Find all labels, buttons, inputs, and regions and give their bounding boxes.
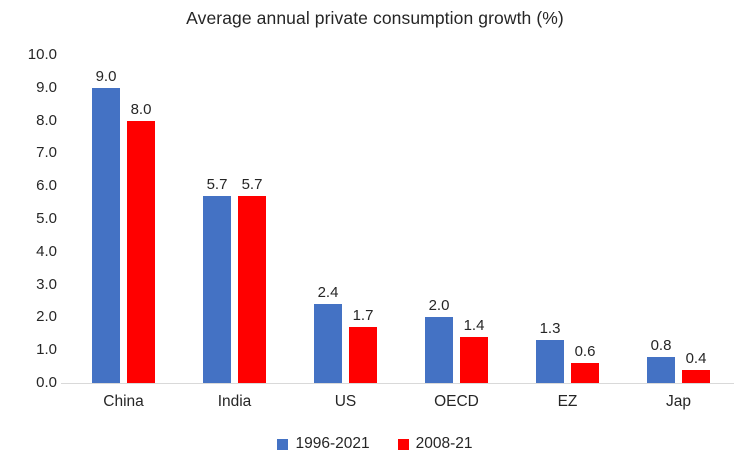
bar-wrap: 2.0 bbox=[425, 297, 453, 383]
bar-1996-2021-jap bbox=[647, 356, 675, 383]
bar-wrap: 0.4 bbox=[682, 350, 710, 383]
x-tick-label-jap: Jap bbox=[666, 393, 691, 410]
bar-2008-21-oecd bbox=[460, 337, 488, 383]
data-label: 2.4 bbox=[317, 284, 339, 302]
y-axis: 0.0 1.0 2.0 3.0 4.0 5.0 6.0 7.0 8.0 9.0 10.0 bbox=[0, 0, 57, 474]
x-tick-label-us: US bbox=[334, 393, 357, 410]
bar-1996-2021-oecd bbox=[425, 317, 453, 383]
y-tick-label: 0.0 bbox=[36, 374, 57, 391]
bar-group-jap: 0.8 0.4 bbox=[623, 337, 734, 383]
data-label: 5.7 bbox=[241, 176, 263, 194]
bar-2008-21-ez bbox=[571, 363, 599, 383]
bar-2008-21-china bbox=[127, 120, 155, 383]
legend-item-1996-2021: 1996-2021 bbox=[277, 435, 370, 453]
data-label: 9.0 bbox=[95, 67, 117, 85]
bar-wrap: 1.4 bbox=[460, 317, 488, 383]
bar-wrap: 0.8 bbox=[647, 337, 675, 383]
legend: 1996-2021 2008-21 bbox=[0, 435, 750, 453]
bar-group-oecd: 2.0 1.4 bbox=[401, 297, 512, 383]
x-tick-label-india: India bbox=[217, 393, 252, 410]
data-label: 1.7 bbox=[352, 307, 374, 325]
bar-2008-21-us bbox=[349, 327, 377, 383]
bar-wrap: 0.6 bbox=[571, 343, 599, 383]
y-tick-label: 9.0 bbox=[36, 78, 57, 96]
x-tick-label-oecd: OECD bbox=[434, 393, 479, 410]
bar-wrap: 1.3 bbox=[536, 320, 564, 383]
bar-1996-2021-us bbox=[314, 304, 342, 383]
bar-group-ez: 1.3 0.6 bbox=[512, 320, 623, 383]
x-tick-label-china: China bbox=[103, 393, 144, 410]
y-tick-label: 7.0 bbox=[36, 144, 57, 162]
y-tick-label: 5.0 bbox=[36, 210, 57, 227]
legend-item-2008-21: 2008-21 bbox=[397, 435, 473, 453]
y-tick-label: 2.0 bbox=[36, 308, 57, 326]
y-tick-label: 1.0 bbox=[36, 341, 57, 359]
chart-title: Average annual private consumption growt… bbox=[186, 8, 564, 28]
bar-1996-2021-china bbox=[92, 87, 120, 383]
bar-2008-21-india bbox=[238, 196, 266, 383]
data-label: 8.0 bbox=[130, 100, 152, 118]
legend-swatch-icon bbox=[277, 438, 289, 450]
bar-1996-2021-ez bbox=[536, 340, 564, 383]
plot-area: 9.0 8.0 5.7 5.7 2.4 1.7 2.0 1.4 1.3 0.6 0.8 0.4 bbox=[61, 55, 734, 384]
bar-wrap: 1.7 bbox=[349, 307, 377, 383]
x-axis-line bbox=[61, 383, 734, 384]
data-label: 0.6 bbox=[574, 343, 596, 361]
bar-wrap: 5.7 bbox=[238, 176, 266, 383]
legend-label: 2008-21 bbox=[415, 435, 473, 452]
bar-wrap: 2.4 bbox=[314, 284, 342, 383]
bar-wrap: 5.7 bbox=[203, 176, 231, 383]
data-label: 1.4 bbox=[463, 317, 485, 335]
data-label: 1.3 bbox=[539, 320, 561, 338]
data-label: 0.8 bbox=[650, 336, 672, 354]
bar-group-india: 5.7 5.7 bbox=[179, 176, 290, 383]
y-tick-label: 6.0 bbox=[36, 177, 57, 195]
x-axis-labels: China India US OECD EZ Jap bbox=[68, 393, 734, 411]
legend-swatch-icon bbox=[397, 438, 409, 450]
data-label: 2.0 bbox=[428, 297, 450, 315]
bar-wrap: 8.0 bbox=[127, 101, 155, 383]
data-label: 0.4 bbox=[685, 349, 707, 367]
legend-label: 1996-2021 bbox=[295, 435, 370, 452]
x-tick-label-ez: EZ bbox=[557, 393, 578, 410]
y-tick-label: 10.0 bbox=[27, 46, 57, 63]
data-label: 5.7 bbox=[206, 176, 228, 194]
y-tick-label: 4.0 bbox=[36, 242, 57, 260]
bar-group-china: 9.0 8.0 bbox=[68, 68, 179, 383]
bar-wrap: 9.0 bbox=[92, 68, 120, 383]
bar-groups: 9.0 8.0 5.7 5.7 2.4 1.7 2.0 1.4 1.3 0.6 0.8 0.4 bbox=[68, 55, 734, 383]
bar-2008-21-jap bbox=[682, 369, 710, 383]
y-tick-label: 3.0 bbox=[36, 275, 57, 293]
bar-1996-2021-india bbox=[203, 196, 231, 383]
y-tick-label: 8.0 bbox=[36, 111, 57, 129]
bar-group-us: 2.4 1.7 bbox=[290, 284, 401, 383]
